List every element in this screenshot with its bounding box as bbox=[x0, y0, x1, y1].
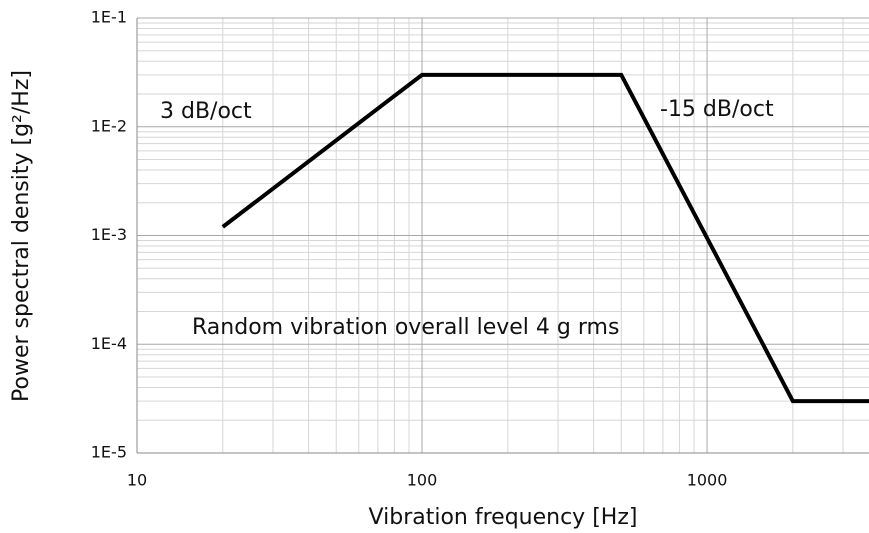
y-tick-label: 1E-2 bbox=[91, 116, 127, 135]
x-axis-label: Vibration frequency [Hz] bbox=[369, 505, 638, 530]
y-tick-label: 1E-4 bbox=[91, 334, 127, 353]
y-tick-label: 1E-5 bbox=[91, 443, 127, 462]
x-tick-label: 1000 bbox=[687, 471, 728, 490]
line bbox=[221, 72, 869, 404]
grid bbox=[136, 17, 869, 454]
x-tick-label: 100 bbox=[407, 471, 438, 490]
annotation: Random vibration overall level 4 g rms bbox=[192, 315, 619, 340]
y-axis-label: Power spectral density [g²/Hz] bbox=[9, 70, 34, 402]
annotation: 3 dB/oct bbox=[160, 99, 252, 124]
x-tick-label: 10 bbox=[127, 471, 147, 490]
y-tick-label: 1E-1 bbox=[91, 8, 127, 27]
y-tick-label: 1E-3 bbox=[91, 225, 127, 244]
annotation: -15 dB/oct bbox=[660, 97, 774, 122]
